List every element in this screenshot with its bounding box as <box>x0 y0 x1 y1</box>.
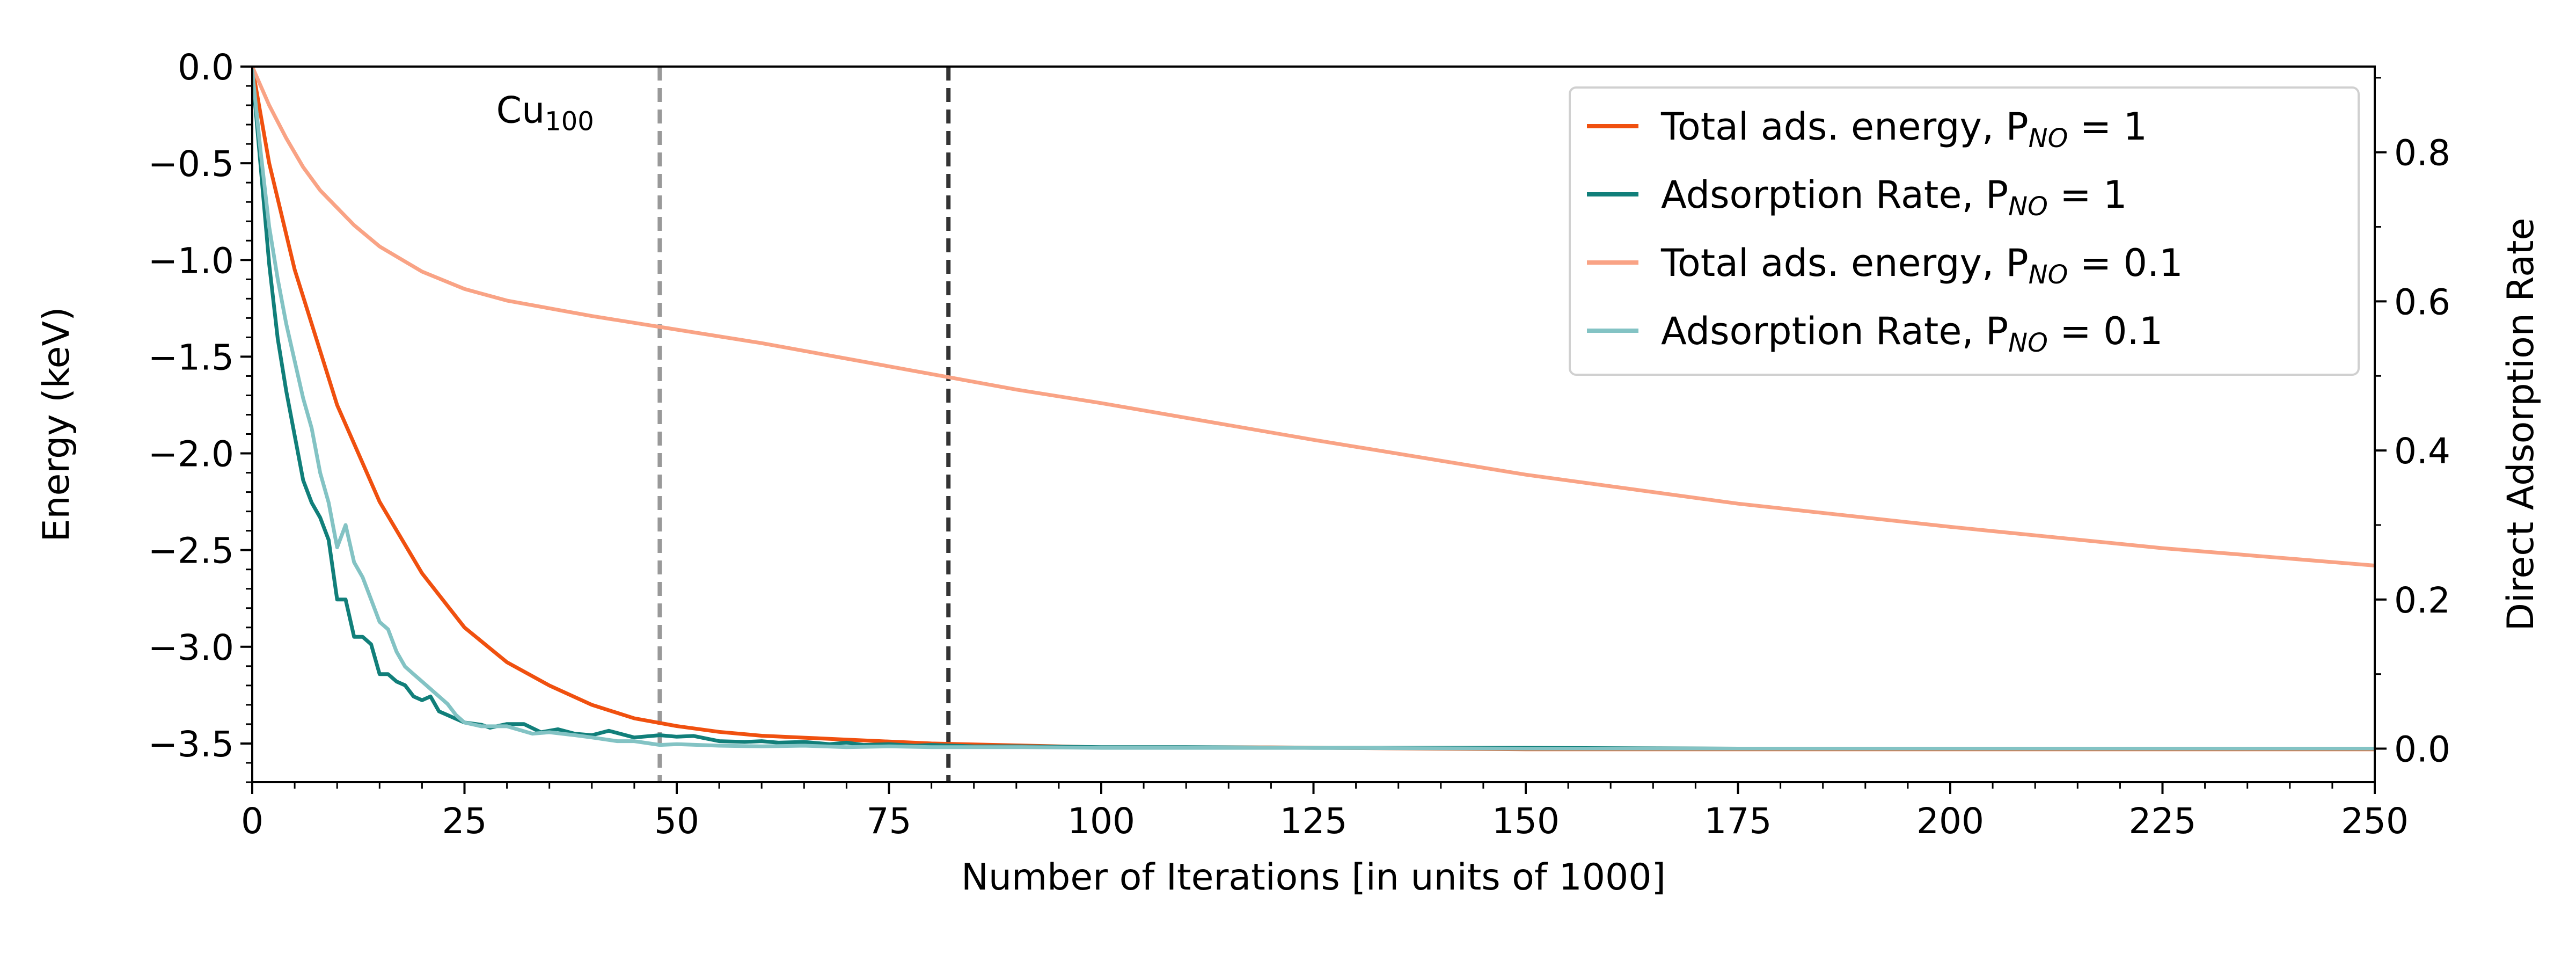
x-tick-label: 25 <box>442 800 487 842</box>
x-tick-label: 250 <box>2341 800 2409 842</box>
y-right-tick-label: 0.6 <box>2394 281 2450 323</box>
x-tick-label: 150 <box>1492 800 1560 842</box>
annotation-subscript: 100 <box>545 106 594 136</box>
y-left-tick-label: −3.5 <box>148 724 234 765</box>
legend-entry-2: Total ads. energy, PNO = 0.1 <box>1660 241 2183 290</box>
y-left-tick-label: −2.0 <box>148 434 234 475</box>
plot-area <box>252 67 2375 782</box>
legend-entry-name: Adsorption Rate, P <box>1661 173 2008 217</box>
y-left-tick-label: −0.5 <box>148 143 234 185</box>
legend-box <box>1569 86 2360 376</box>
x-axis-label: Number of Iterations [in units of 1000] <box>961 856 1666 899</box>
legend-entry-subscript: NO <box>2008 328 2048 358</box>
x-tick-label: 0 <box>241 800 264 842</box>
x-tick-label: 225 <box>2129 800 2197 842</box>
y-left-tick-label: 0.0 <box>178 47 234 88</box>
legend-entry-suffix: = 0.1 <box>2048 309 2163 353</box>
series-line-3 <box>252 68 2375 751</box>
annotation-base: Cu <box>496 89 545 132</box>
legend-entry-3: Adsorption Rate, PNO = 0.1 <box>1661 309 2163 358</box>
legend-entry-suffix: = 1 <box>2048 173 2127 217</box>
y-left-tick-label: −2.5 <box>148 530 234 572</box>
y-right-axis-label: Direct Adsorption Rate <box>2500 218 2542 631</box>
legend-entry-name: Adsorption Rate, P <box>1661 309 2008 353</box>
x-tick-label: 175 <box>1704 800 1772 842</box>
y-left-axis-label: Energy (keV) <box>35 307 78 542</box>
legend-entry-1: Adsorption Rate, PNO = 1 <box>1661 173 2127 222</box>
y-right-tick-label: 0.2 <box>2394 580 2450 621</box>
annotation-label: Cu100 <box>496 89 594 136</box>
x-tick-label: 50 <box>654 800 699 842</box>
x-tick-label: 125 <box>1280 800 1348 842</box>
legend-entry-name: Total ads. energy, P <box>1660 105 2029 149</box>
series-line-2 <box>252 67 2375 567</box>
y-right-tick-label: 0.0 <box>2394 729 2450 770</box>
legend-entry-subscript: NO <box>2008 192 2048 222</box>
x-tick-label: 200 <box>1916 800 1984 842</box>
legend-entry-0: Total ads. energy, PNO = 1 <box>1660 105 2147 154</box>
y-left-tick-label: −3.0 <box>148 627 234 668</box>
legend-entry-name: Total ads. energy, P <box>1660 241 2029 285</box>
y-left-tick-label: −1.0 <box>148 240 234 281</box>
y-right-tick-label: 0.8 <box>2394 133 2450 174</box>
y-left-tick-label: −1.5 <box>148 337 234 378</box>
y-right-tick-label: 0.4 <box>2394 431 2450 472</box>
legend-entry-suffix: = 0.1 <box>2068 241 2183 285</box>
x-tick-label: 100 <box>1067 800 1135 842</box>
legend-entry-suffix: = 1 <box>2068 105 2147 149</box>
x-tick-label: 75 <box>867 800 912 842</box>
legend-entry-subscript: NO <box>2029 123 2068 154</box>
legend-entry-subscript: NO <box>2029 260 2068 290</box>
